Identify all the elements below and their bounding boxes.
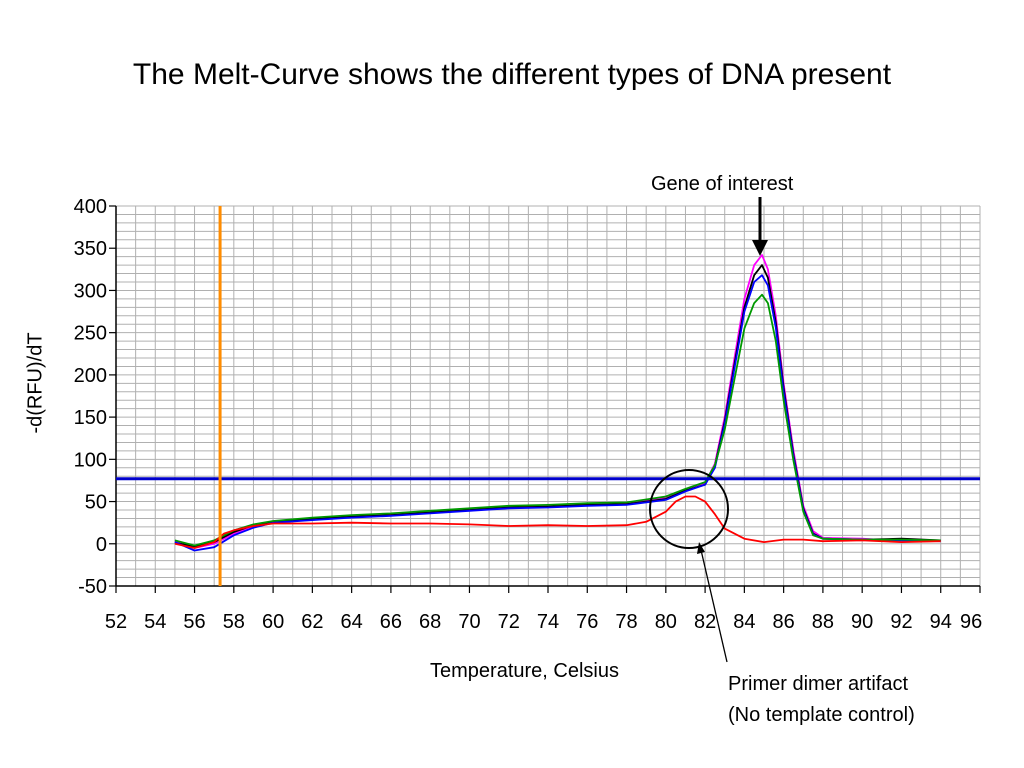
primer-dimer-label: Primer dimer artifact (No template contr… <box>728 669 915 731</box>
x-axis-label: Temperature, Celsius <box>430 660 619 682</box>
gene-arrow-head <box>752 240 768 256</box>
x-tick-labels: 52 54 56 58 60 62 64 66 68 70 72 74 76 78 80 82 84 86 88 90… <box>105 611 982 633</box>
x-tick-label: 64 <box>341 611 363 633</box>
y-tick-label: 250 <box>74 323 107 345</box>
primer-dimer-label-line2: (No template control) <box>728 704 915 726</box>
x-tick-label: 92 <box>890 611 912 633</box>
x-tick-label: 68 <box>419 611 441 633</box>
x-tick-label: 78 <box>615 611 637 633</box>
x-tick-label: 76 <box>576 611 598 633</box>
x-tick-label: 80 <box>655 611 677 633</box>
x-tick-label: 72 <box>498 611 520 633</box>
y-tick-label: 150 <box>74 407 107 429</box>
annotation-marks <box>649 197 768 663</box>
primer-dimer-circle <box>649 469 729 549</box>
primer-dimer-label-line1: Primer dimer artifact <box>728 673 909 695</box>
x-tick-label: 54 <box>144 611 166 633</box>
x-tick-label: 88 <box>812 611 834 633</box>
slide-title: The Melt-Curve shows the different types… <box>132 58 892 91</box>
y-tick-label: 100 <box>74 449 107 471</box>
y-tick-label: 50 <box>85 492 107 514</box>
y-tick-label: -50 <box>78 576 107 598</box>
y-tick-label: 0 <box>96 534 107 556</box>
series-line-5 <box>174 495 941 549</box>
x-tick-label: 74 <box>537 611 559 633</box>
y-tick-label: 200 <box>74 365 107 387</box>
series-line-4 <box>174 293 941 547</box>
x-tick-label: 62 <box>301 611 323 633</box>
x-tick-label: 86 <box>773 611 795 633</box>
y-tick-label: 350 <box>74 238 107 260</box>
x-tick-label: 60 <box>262 611 284 633</box>
x-tick-label: 96 <box>960 611 982 633</box>
x-tick-label: 82 <box>694 611 716 633</box>
x-tick-label: 52 <box>105 611 127 633</box>
axes <box>109 205 981 593</box>
x-tick-label: 56 <box>183 611 205 633</box>
x-tick-label: 70 <box>458 611 480 633</box>
x-tick-label: 94 <box>930 611 952 633</box>
reference-lines <box>116 206 980 586</box>
x-tick-label: 66 <box>380 611 402 633</box>
y-tick-labels: -50 0 50 100 150 200 250 300 350 400 <box>74 196 107 598</box>
x-tick-label: 84 <box>733 611 755 633</box>
primer-dimer-pointer-head <box>697 542 705 554</box>
primer-dimer-pointer <box>700 549 728 663</box>
y-tick-label: 300 <box>74 280 107 302</box>
y-axis-label: -d(RFU)/dT <box>24 332 47 434</box>
x-tick-label: 90 <box>851 611 873 633</box>
grid-lines <box>116 205 981 586</box>
y-tick-label: 400 <box>74 196 107 218</box>
gene-of-interest-label: Gene of interest <box>651 173 794 195</box>
x-tick-label: 58 <box>223 611 245 633</box>
